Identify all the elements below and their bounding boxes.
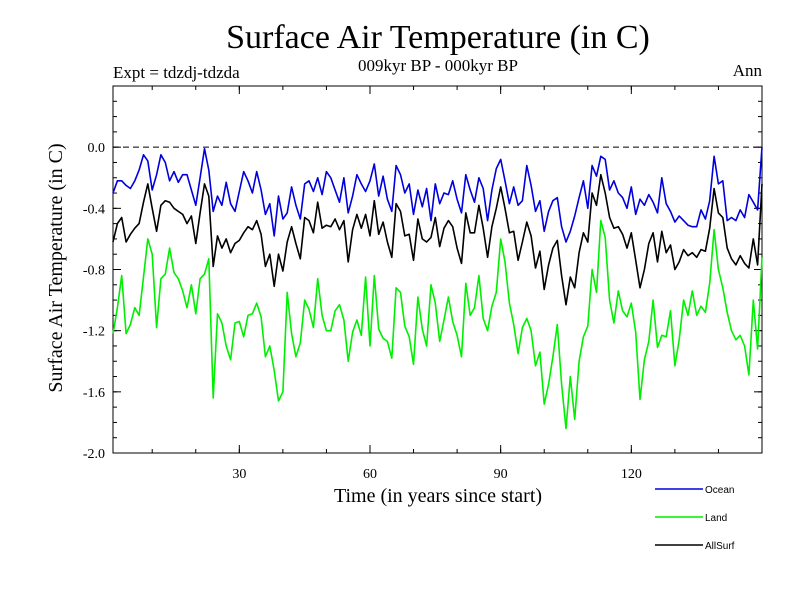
y-axis-label: Surface Air Temperature (in C): [45, 143, 67, 392]
x-tick-label: 90: [494, 467, 508, 482]
series-line-land: [112, 219, 763, 430]
x-axis-ticks: 30 60 90 120: [151, 86, 719, 482]
y-tick-label: -1.2: [83, 325, 105, 340]
plot-frame: [112, 85, 763, 454]
chart-subtitle: 009kyr BP - 000kyr BP: [358, 56, 518, 75]
chart-title: Surface Air Temperature (in C): [226, 19, 650, 56]
y-tick-label: -0.8: [83, 264, 105, 279]
legend-label-allsurf: AllSurf: [705, 541, 735, 552]
y-axis-ticks: -2.0 -1.6 -1.2 -0.8 -0.4 0.0: [83, 85, 762, 462]
y-tick-label: -2.0: [83, 447, 105, 462]
y-tick-label: 0.0: [88, 141, 106, 156]
plot-area: [112, 85, 763, 454]
legend-label-ocean: Ocean: [705, 485, 734, 496]
y-tick-label: -1.6: [83, 386, 105, 401]
series-lines: [112, 147, 763, 430]
season-label: Ann: [733, 61, 763, 80]
y-tick-label: -0.4: [83, 202, 105, 217]
x-tick-label: 60: [363, 467, 377, 482]
x-tick-label: 120: [621, 467, 642, 482]
series-line-ocean: [112, 147, 763, 243]
x-axis-label: Time (in years since start): [334, 485, 542, 507]
x-tick-label: 30: [232, 467, 246, 482]
experiment-label: Expt = tdzdj-tdzda: [113, 63, 240, 82]
legend: Ocean Land AllSurf: [655, 485, 735, 552]
legend-label-land: Land: [705, 513, 727, 524]
series-line-allsurf: [112, 173, 763, 306]
